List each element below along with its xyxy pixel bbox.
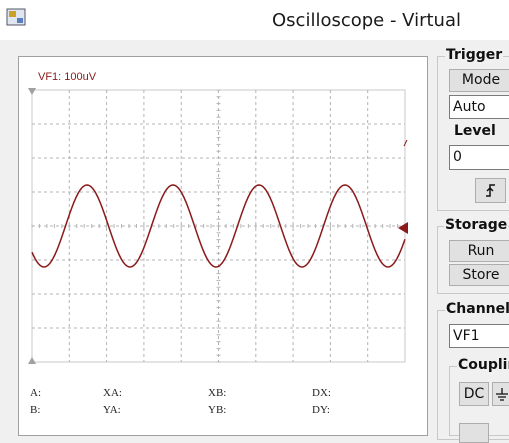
run-button[interactable]: Run xyxy=(449,240,509,262)
readout: YA: xyxy=(103,404,121,416)
dc-button[interactable]: DC xyxy=(459,382,489,406)
readout: B: xyxy=(30,404,40,416)
readout: DY: xyxy=(312,404,330,416)
edge-button[interactable] xyxy=(475,178,506,203)
group-label: Storage xyxy=(444,217,508,233)
readout: XA: xyxy=(103,387,122,399)
ground-button[interactable] xyxy=(492,382,509,406)
level-input[interactable]: 0 xyxy=(449,145,509,170)
store-button[interactable]: Store xyxy=(449,264,509,286)
readout: DX: xyxy=(312,387,331,399)
oscilloscope-window: Oscilloscope - Virtual VF1: 100uV A: B: … xyxy=(0,0,509,433)
ac-button[interactable] xyxy=(459,423,489,443)
mode-button[interactable]: Mode xyxy=(449,69,509,92)
channel-label: VF1: 100uV xyxy=(38,71,96,83)
group-label: Channel xyxy=(445,301,509,317)
readout: XB: xyxy=(208,387,226,399)
level-label: Level xyxy=(453,123,497,139)
readout: A: xyxy=(30,387,41,399)
readout: YB: xyxy=(208,404,226,416)
scope-screen xyxy=(0,0,430,433)
mode-select[interactable]: Auto xyxy=(449,95,509,119)
group-label: Trigger xyxy=(445,47,503,63)
group-label: Coupling xyxy=(457,357,509,373)
channel-select[interactable]: VF1 xyxy=(449,324,509,348)
